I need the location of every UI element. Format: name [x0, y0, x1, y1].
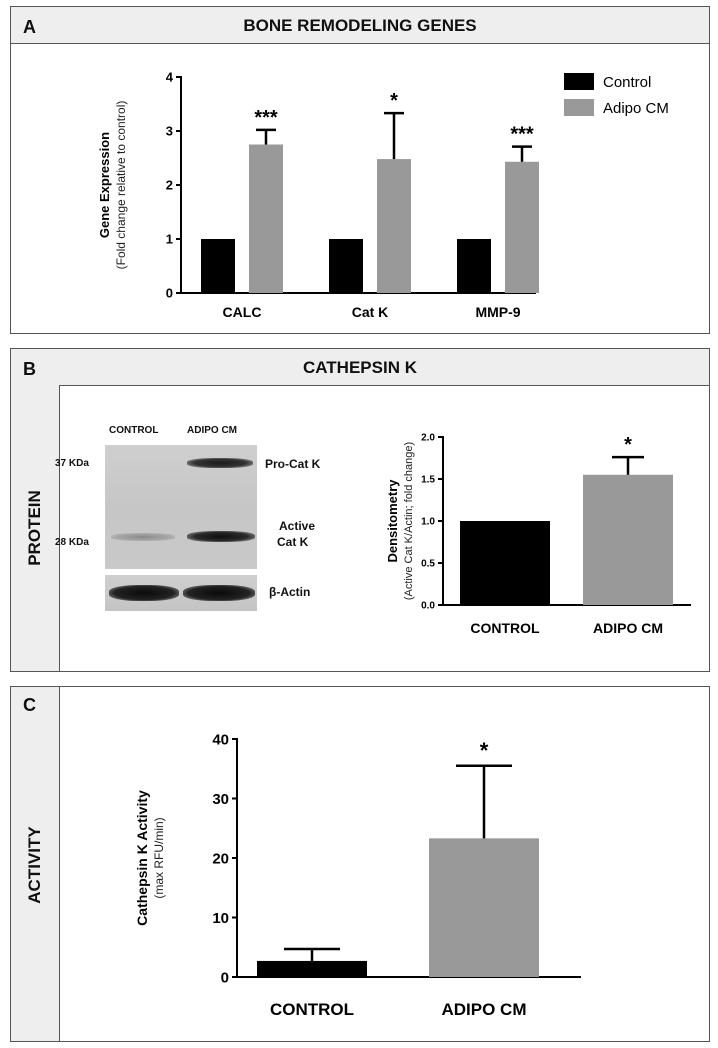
y-tick-label: 0	[166, 286, 173, 301]
y-axis-label: Cathepsin K Activity	[134, 790, 150, 926]
y-tick-label: 30	[212, 791, 229, 808]
band-label-actin: β-Actin	[269, 585, 311, 599]
activity-chart: 0 10 20 30 40 Cathepsin K Activity (max RFU/mi…	[134, 731, 581, 1019]
bar-control	[329, 239, 363, 293]
significance-marker: ***	[254, 107, 278, 129]
western-blot: CONTROL ADIPO CM 37 KDa 28 KDa Pro-Cat K…	[55, 425, 355, 625]
bar-adipo-cm	[249, 144, 283, 293]
y-tick-label: 3	[166, 124, 173, 139]
bar-adipo-cm	[377, 159, 411, 293]
blot-actin-membrane	[105, 575, 257, 611]
x-tick-label: ADIPO CM	[442, 1000, 527, 1019]
y-tick-label: 0	[221, 969, 229, 986]
x-tick-label: MMP-9	[475, 304, 520, 320]
panel-b-header	[11, 349, 709, 386]
bar-control	[201, 239, 235, 293]
y-axis-label: Densitometry	[385, 479, 400, 563]
band-actin-control	[109, 585, 179, 601]
gene-expression-chart: 0 1 2 3 4 Gene Expression (Fold change relativ…	[97, 70, 669, 320]
panel-b: B CATHEPSIN K PROTEIN CONTROL ADIPO CM 3…	[10, 348, 710, 672]
bar-adipo-cm	[583, 474, 673, 605]
mw-marker-28: 28 KDa	[55, 537, 89, 548]
bar-adipo-cm	[429, 838, 539, 977]
significance-marker: *	[624, 434, 632, 456]
band-pro-cat-k	[187, 458, 253, 468]
bar-adipo-cm	[505, 161, 539, 293]
panel-a-title: BONE REMODELING GENES	[243, 16, 477, 35]
significance-marker: ***	[510, 124, 534, 146]
x-tick-label: Cat K	[352, 304, 389, 320]
y-tick-label: 0.0	[421, 601, 435, 612]
panel-a-header	[11, 7, 709, 44]
panel-b-title: CATHEPSIN K	[303, 358, 417, 377]
y-axis-sublabel: (Active Cat K/Actin; fold change)	[403, 442, 415, 600]
bar-control	[457, 239, 491, 293]
bar-control	[460, 521, 550, 605]
y-tick-label: 1	[166, 232, 173, 247]
lane-label-control: CONTROL	[109, 425, 159, 436]
y-tick-label: 2.0	[421, 433, 435, 444]
y-tick-label: 1.5	[421, 475, 435, 486]
lane-label-adipo: ADIPO CM	[187, 425, 237, 436]
x-tick-label: CONTROL	[470, 620, 540, 636]
significance-marker: *	[480, 738, 489, 763]
y-axis-sublabel: (Fold change relative to control)	[114, 101, 128, 270]
panel-b-side: PROTEIN	[11, 385, 60, 671]
blot-membrane	[105, 445, 257, 569]
bar-control	[257, 960, 367, 977]
legend-swatch	[564, 73, 594, 90]
y-tick-label: 1.0	[421, 517, 435, 528]
x-tick-label: CONTROL	[270, 1000, 354, 1019]
panel-a: A BONE REMODELING GENES 0 1 2 3 4 Gene Expres…	[10, 6, 710, 334]
legend-label: Adipo CM	[603, 100, 669, 117]
mw-marker-37: 37 KDa	[55, 458, 89, 469]
x-tick-label: CALC	[223, 304, 262, 320]
band-label-pro-cat-k: Pro-Cat K	[265, 457, 321, 471]
y-tick-label: 2	[166, 178, 173, 193]
y-tick-label: 4	[166, 70, 174, 85]
band-actin-adipo	[183, 585, 255, 601]
y-tick-label: 20	[212, 850, 229, 867]
panel-b-letter: B	[23, 359, 36, 379]
band-active-control	[111, 533, 175, 541]
y-axis-label: Gene Expression	[97, 132, 112, 238]
panel-c-side: C ACTIVITY	[11, 687, 60, 1041]
panel-c: C ACTIVITY 0 10 20 30 40 Cathepsin K Activity…	[10, 686, 710, 1042]
x-tick-label: ADIPO CM	[593, 620, 663, 636]
densitometry-chart: 0.0 0.5 1.0 1.5 2.0 Densitometry (Active Cat K…	[385, 433, 691, 636]
legend-label: Control	[603, 74, 651, 91]
y-tick-label: 40	[212, 731, 229, 748]
y-tick-label: 0.5	[421, 559, 435, 570]
band-label-cat-k: Cat K	[277, 535, 309, 549]
band-label-active: Active	[279, 519, 316, 533]
significance-marker: *	[390, 90, 398, 112]
y-axis-sublabel: (max RFU/min)	[152, 817, 166, 898]
panel-c-letter: C	[23, 695, 36, 715]
panel-a-letter: A	[23, 17, 36, 37]
legend-swatch	[564, 99, 594, 116]
y-tick-label: 10	[212, 910, 229, 927]
panel-b-side-label: PROTEIN	[25, 490, 44, 566]
panel-c-side-label: ACTIVITY	[25, 826, 44, 904]
band-active-adipo	[187, 531, 255, 542]
